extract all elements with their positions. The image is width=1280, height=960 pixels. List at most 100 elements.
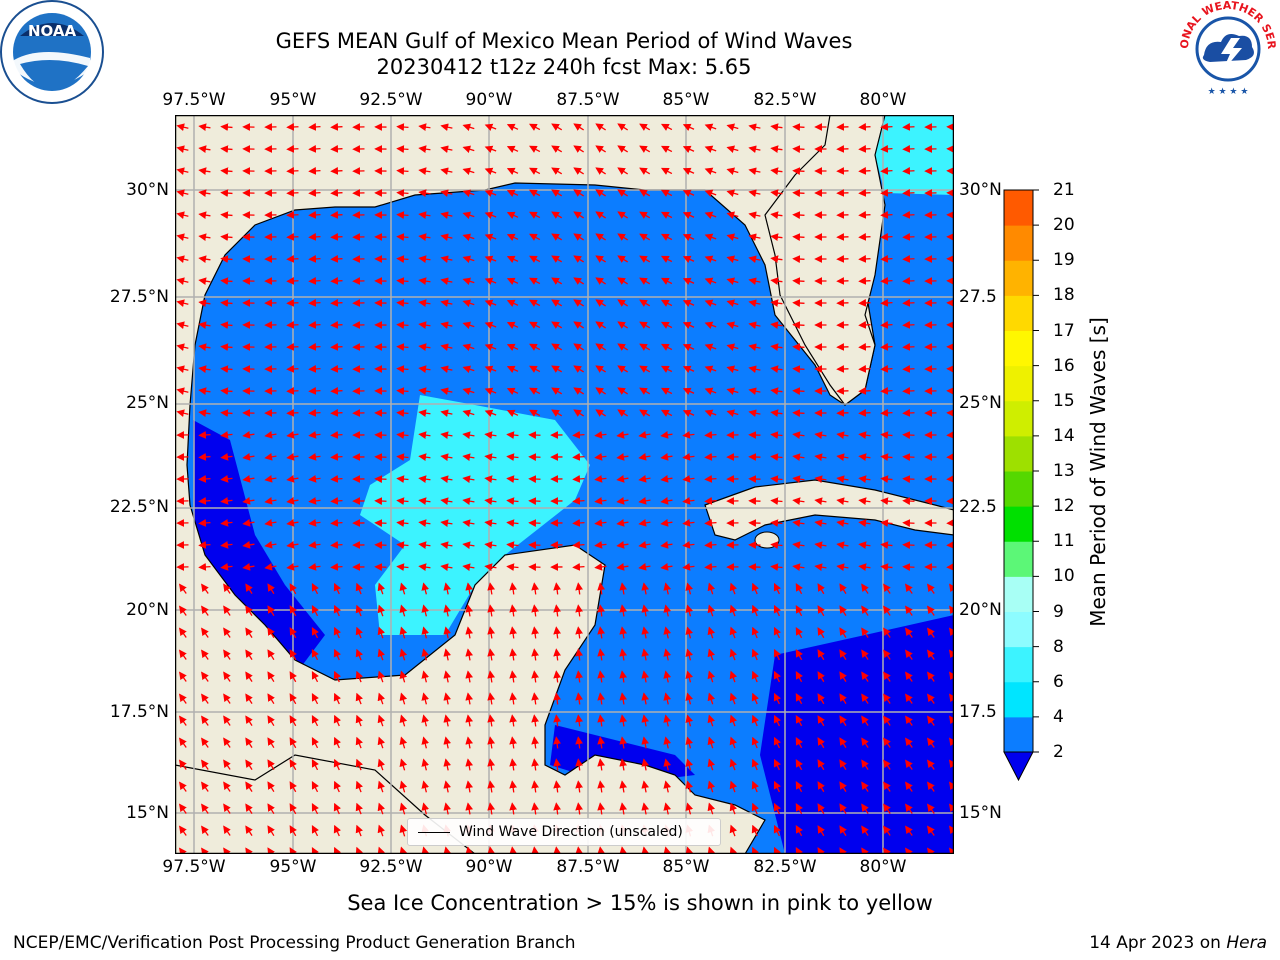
- wind-wave-arrow: [726, 123, 739, 132]
- wind-wave-arrow: [333, 714, 341, 727]
- wind-wave-arrow: [817, 583, 825, 595]
- wind-wave-arrow: [861, 627, 869, 638]
- wind-wave-arrow: [902, 409, 915, 417]
- wind-wave-arrow: [289, 759, 297, 771]
- wind-wave-arrow: [880, 277, 893, 285]
- wind-wave-arrow: [484, 299, 497, 308]
- wind-wave-arrow: [770, 475, 783, 483]
- colorbar-label: 17: [1053, 320, 1075, 341]
- wind-wave-arrow: [660, 189, 673, 197]
- wind-wave-arrow: [201, 693, 209, 704]
- wind-wave-arrow: [531, 758, 539, 771]
- wind-wave-arrow: [927, 671, 935, 682]
- wind-wave-arrow: [176, 211, 189, 220]
- chart-subtitle: 20230412 t12z 240h fcst Max: 5.65: [376, 55, 752, 79]
- wind-wave-arrow: [462, 277, 475, 286]
- wind-wave-arrow: [817, 737, 825, 749]
- colorbar-label: 21: [1053, 180, 1075, 200]
- wind-wave-arrow: [639, 123, 651, 131]
- wind-wave-arrow: [660, 365, 673, 373]
- wind-wave-arrow: [509, 604, 518, 617]
- wind-wave-arrow: [528, 145, 541, 153]
- wind-wave-arrow: [377, 736, 386, 749]
- wind-wave-arrow: [440, 365, 453, 374]
- colorbar-band: [1004, 646, 1033, 683]
- colorbar-label: 18: [1053, 285, 1075, 306]
- wind-wave-arrow: [176, 321, 189, 330]
- wind-wave-arrow: [506, 123, 519, 131]
- wind-wave-arrow: [198, 409, 211, 418]
- wind-wave-arrow: [573, 387, 585, 395]
- wind-wave-arrow: [880, 321, 893, 329]
- wind-wave-arrow: [179, 803, 187, 814]
- wind-wave-arrow: [245, 781, 253, 792]
- wind-wave-arrow: [201, 781, 209, 792]
- wind-wave-arrow: [551, 211, 563, 219]
- wind-wave-arrow: [880, 497, 893, 505]
- wind-wave-arrow: [223, 737, 231, 748]
- colorbar-band: [1004, 506, 1033, 542]
- wind-wave-arrow: [641, 802, 650, 815]
- wind-wave-arrow: [179, 825, 187, 836]
- wind-wave-arrow: [179, 649, 187, 660]
- wind-wave-arrow: [245, 605, 253, 616]
- wind-wave-arrow: [333, 626, 341, 639]
- wind-wave-arrow: [814, 497, 827, 506]
- wind-wave-arrow: [355, 758, 363, 771]
- wind-wave-arrow: [484, 541, 497, 549]
- wind-wave-arrow: [484, 167, 497, 176]
- wind-wave-arrow: [220, 409, 233, 417]
- wind-wave-arrow: [595, 233, 606, 241]
- wind-wave-arrow: [638, 518, 651, 527]
- wind-wave-arrow: [927, 583, 935, 594]
- wind-wave-arrow: [792, 255, 805, 263]
- wind-wave-arrow: [883, 671, 891, 682]
- wind-wave-arrow: [597, 780, 606, 793]
- wind-wave-arrow: [792, 519, 805, 527]
- wind-wave-arrow: [927, 715, 935, 726]
- wind-wave-arrow: [484, 475, 497, 483]
- wind-wave-arrow: [817, 803, 825, 815]
- wind-wave-arrow: [484, 321, 497, 330]
- wind-wave-arrow: [726, 211, 739, 220]
- colorbar-band: [1004, 330, 1033, 367]
- wind-wave-arrow: [220, 299, 233, 307]
- wind-wave-arrow: [663, 648, 672, 661]
- wind-wave-arrow: [330, 299, 343, 307]
- wind-wave-arrow: [617, 343, 629, 351]
- wind-wave-arrow: [462, 519, 475, 528]
- wind-wave-arrow: [817, 781, 825, 793]
- wind-wave-arrow: [751, 780, 759, 793]
- wind-wave-arrow: [902, 387, 915, 395]
- wind-wave-arrow: [814, 475, 827, 484]
- wind-wave-arrow: [726, 365, 739, 374]
- wind-wave-arrow: [308, 519, 321, 527]
- wind-wave-arrow: [773, 714, 781, 727]
- wind-wave-arrow: [176, 145, 189, 154]
- wind-wave-arrow: [572, 541, 585, 549]
- wind-wave-arrow: [267, 605, 275, 617]
- wind-wave-arrow: [462, 563, 475, 572]
- wind-wave-arrow: [748, 255, 761, 264]
- wind-wave-arrow: [660, 255, 673, 263]
- wind-wave-arrow: [484, 453, 497, 461]
- wind-wave-arrow: [792, 167, 805, 175]
- wind-wave-arrow: [839, 671, 847, 682]
- wind-wave-arrow: [330, 409, 343, 417]
- wind-wave-arrow: [484, 189, 497, 198]
- wind-wave-arrow: [223, 583, 231, 594]
- wind-wave-arrow: [333, 648, 341, 661]
- wind-wave-arrow: [396, 365, 409, 373]
- lon-label-top: 87.5°W: [556, 90, 620, 110]
- wind-wave-arrow: [553, 604, 561, 617]
- land-florida: [764, 115, 886, 406]
- colorbar-label: 13: [1053, 461, 1075, 481]
- wind-wave-arrow: [179, 737, 187, 748]
- wind-wave-arrow: [308, 277, 321, 285]
- wind-wave-arrow: [355, 714, 363, 727]
- wind-wave-arrow: [330, 431, 343, 439]
- wind-wave-arrow: [506, 277, 519, 285]
- colorbar-label: 20: [1053, 215, 1075, 236]
- colorbar-label: 15: [1053, 390, 1075, 411]
- wind-wave-arrow: [377, 648, 386, 661]
